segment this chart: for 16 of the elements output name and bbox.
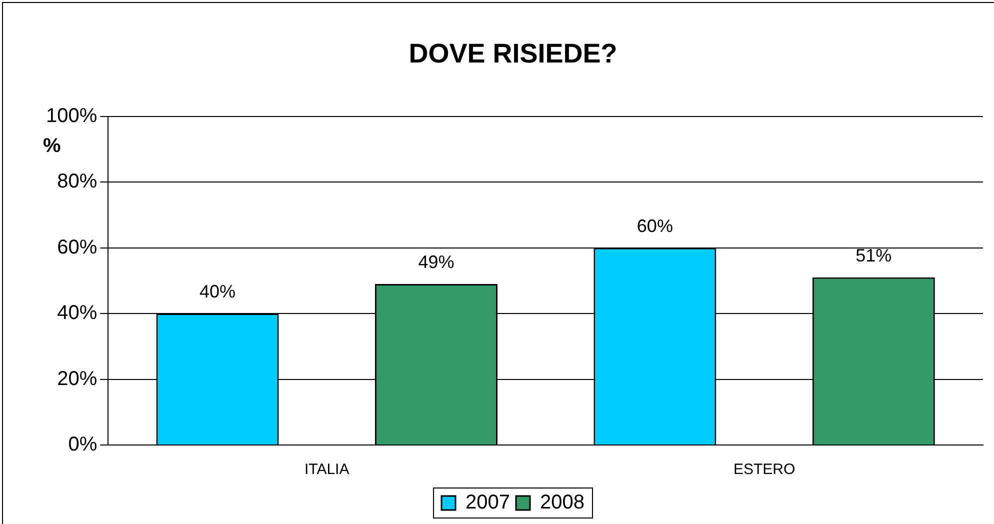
x-tick-label: ESTERO	[733, 461, 796, 478]
data-label: 51%	[856, 245, 892, 266]
legend-label: 2007	[466, 492, 510, 514]
y-tick-label: 0%	[68, 434, 98, 456]
y-axis-title: %	[43, 134, 61, 157]
y-tick-label: 100%	[46, 104, 98, 127]
y-tick-label: 80%	[57, 170, 98, 193]
y-tick-label: 20%	[57, 368, 98, 390]
y-tick-label: 60%	[57, 236, 98, 258]
legend-label: 2008	[540, 492, 584, 514]
data-label: 49%	[418, 252, 454, 272]
y-tick-label: 40%	[57, 302, 98, 324]
x-tick-label: ITALIA	[304, 461, 350, 478]
chart-title: DOVE RISIEDE?	[408, 38, 618, 69]
data-label: 60%	[636, 216, 673, 236]
data-label: 40%	[199, 282, 236, 302]
